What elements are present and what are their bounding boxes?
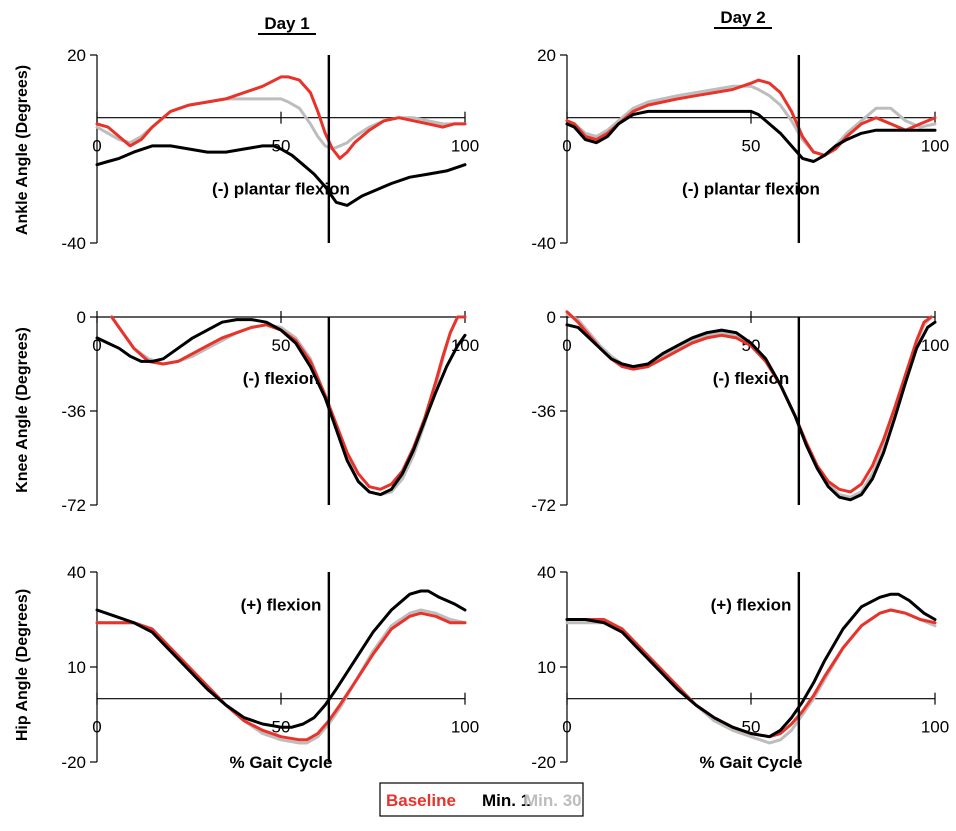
x-axis-label: % Gait Cycle [230, 753, 333, 772]
annotation: (-) plantar flexion [682, 180, 820, 199]
annotation: (-) flexion [713, 369, 790, 388]
y-tick-label: 0 [77, 308, 86, 327]
legend-box [379, 782, 584, 817]
series-line-min1 [565, 320, 937, 502]
y-tick-label: -40 [531, 234, 556, 253]
series-line-min1 [565, 592, 937, 739]
x-axis-label: % Gait Cycle [700, 753, 803, 772]
x-tick-label: 50 [272, 336, 291, 355]
y-tick-label: -72 [61, 496, 86, 515]
y-tick-label: -20 [531, 753, 556, 772]
legend: Baseline Min. 1 Min. 30 [379, 782, 584, 817]
panel-knee-day2: 0-36-720 50 100(-) flexion [531, 308, 949, 515]
y-tick-label: -36 [61, 402, 86, 421]
legend-min1: Min. 1 [482, 791, 530, 810]
x-tick-label: 100 [921, 718, 949, 737]
y-tick-label: 20 [67, 46, 86, 65]
x-tick-label: 0 [92, 336, 101, 355]
column-title-day2: Day 2 [720, 8, 765, 27]
x-tick-label: 100 [451, 336, 479, 355]
row-label-ankle: Ankle Angle (Degrees) [14, 65, 31, 235]
annotation: (+) flexion [241, 596, 322, 615]
series-line-min1 [95, 589, 467, 729]
y-tick-label: -40 [61, 234, 86, 253]
annotation: (-) flexion [243, 369, 320, 388]
legend-baseline: Baseline [386, 791, 456, 810]
x-tick-label: 100 [451, 718, 479, 737]
x-tick-label: 50 [742, 137, 761, 156]
x-tick-label: 0 [562, 718, 571, 737]
x-tick-label: 100 [921, 137, 949, 156]
series-line-baseline [95, 75, 467, 160]
y-tick-label: 10 [537, 658, 556, 677]
y-tick-label: 0 [547, 308, 556, 327]
x-tick-label: 0 [562, 336, 571, 355]
panel-knee-day1: 0 -36 -72 0 50 100 (-) flexion [61, 308, 479, 515]
panel-ankle-day1: 20-400 50 100(-) plantar flexion [61, 46, 479, 253]
row-label-hip: Hip Angle (Degrees) [14, 589, 31, 741]
y-tick-label: 40 [67, 563, 86, 582]
y-tick-label: 20 [537, 46, 556, 65]
x-tick-label: 100 [451, 137, 479, 156]
legend-min30: Min. 30 [524, 791, 582, 810]
x-tick-label: 0 [92, 137, 101, 156]
series-line-min1 [565, 109, 937, 163]
y-tick-label: 10 [67, 658, 86, 677]
series-line-baseline [95, 611, 467, 742]
x-tick-label: 0 [562, 137, 571, 156]
panel-ankle-day2: 20 -40 0 50 100 (-) plantar flexion [531, 46, 949, 253]
series-line-min1 [95, 318, 467, 497]
y-tick-label: -20 [61, 753, 86, 772]
series-line-min30 [565, 84, 937, 157]
x-tick-label: 0 [92, 718, 101, 737]
row-label-knee: Knee Angle (Degrees) [14, 327, 31, 493]
y-tick-label: -36 [531, 402, 556, 421]
column-title-day1: Day 1 [264, 14, 309, 33]
annotation: (-) plantar flexion [212, 180, 350, 199]
annotation: (+) flexion [711, 596, 792, 615]
series-line-min1 [95, 144, 467, 207]
x-tick-label: 100 [921, 336, 949, 355]
y-tick-label: -72 [531, 496, 556, 515]
y-tick-label: 40 [537, 563, 556, 582]
